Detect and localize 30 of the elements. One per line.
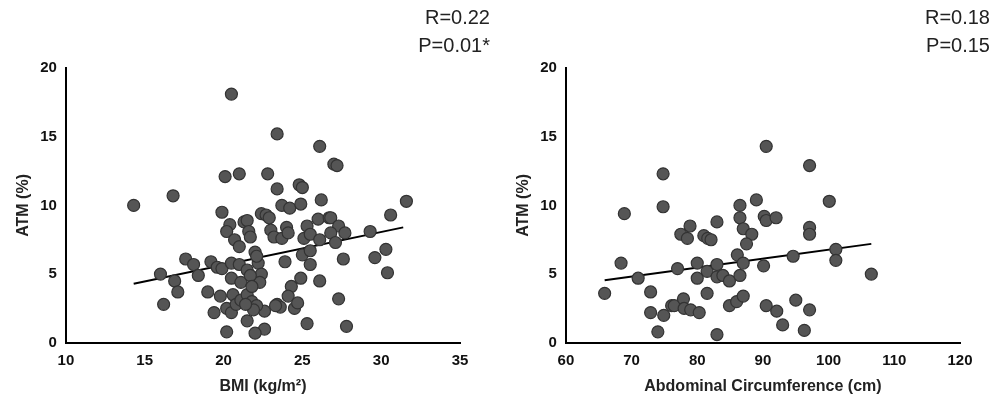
y-axis-title: ATM (%) — [514, 174, 532, 237]
y-tick-label: 0 — [48, 332, 57, 350]
y-tick-label: 10 — [540, 195, 557, 213]
y-tick-label: 15 — [540, 126, 557, 144]
y-tick-label: 5 — [548, 264, 557, 282]
x-tick-label: 15 — [136, 350, 154, 368]
y-tick-label: 10 — [40, 195, 57, 213]
text: R=0.22 — [424, 5, 490, 28]
text: P=0.01* — [418, 33, 491, 56]
x-tick-label: 20 — [215, 350, 232, 368]
x-tick-label: 60 — [557, 350, 575, 368]
text: R=0.18 — [924, 5, 990, 28]
x-tick-label: 35 — [451, 350, 469, 368]
x-tick-label: 90 — [754, 350, 772, 368]
x-tick-label: 70 — [623, 350, 640, 368]
x-tick-label: 30 — [372, 350, 390, 368]
x-tick-label: 25 — [294, 350, 311, 368]
y-tick-label: 20 — [40, 58, 57, 76]
y-tick-label: 5 — [48, 264, 57, 282]
y-tick-label: 0 — [548, 332, 557, 350]
y-axis-title: ATM (%) — [14, 174, 32, 237]
y-tick-label: 20 — [540, 58, 557, 76]
x-tick-label: 80 — [688, 350, 706, 368]
text: P=0.15 — [926, 33, 990, 56]
x-tick-label: 110 — [882, 350, 907, 368]
y-tick-label: 15 — [40, 126, 57, 144]
x-axis-title: BMI (kg/m²) — [219, 376, 307, 394]
x-tick-label: 120 — [947, 350, 973, 368]
x-tick-label: 100 — [816, 350, 842, 368]
x-axis-title: Abdominal Circumference (cm) — [644, 376, 882, 394]
